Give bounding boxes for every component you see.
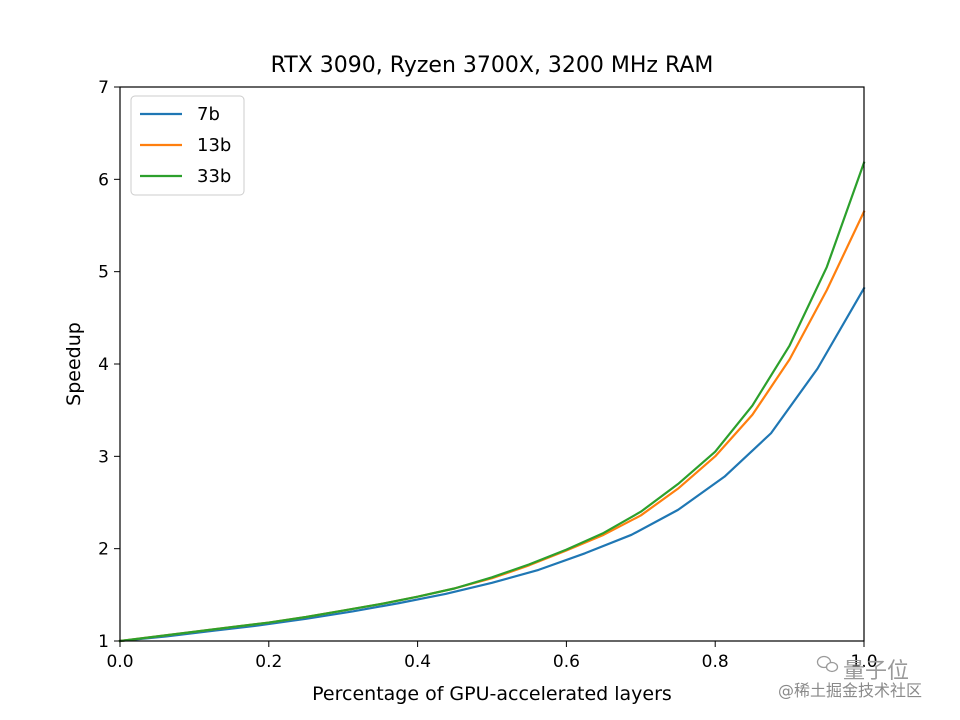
legend: 7b 13b 33b [130,95,245,196]
watermark-community: @稀土掘金技术社区 [778,681,922,700]
x-tick-label: 0.8 [702,652,729,672]
watermark-brand: 量子位 [843,659,909,684]
legend-box [130,95,245,196]
x-tick-label: 0.6 [553,652,580,672]
y-axis-label: Speedup [63,322,85,406]
series-line-7b [118,286,866,643]
y-axis: 1 2 3 4 5 6 7 [98,78,120,652]
x-axis-label: Percentage of GPU-accelerated layers [312,683,672,705]
legend-label-33b: 33b [197,166,231,187]
y-tick-label: 6 [98,170,109,190]
y-tick-label: 3 [98,447,109,467]
legend-label-7b: 7b [197,104,220,125]
x-axis: 0.0 0.2 0.4 0.6 0.8 1.0 [106,641,878,672]
chart-title: RTX 3090, Ryzen 3700X, 3200 MHz RAM [271,53,714,78]
x-tick-label: 0.4 [404,652,431,672]
legend-label-13b: 13b [197,135,231,156]
y-tick-label: 1 [98,632,109,652]
x-tick-label: 0.2 [255,652,282,672]
y-tick-label: 2 [98,540,109,560]
plot-lines [118,161,866,643]
watermark: 量子位 @稀土掘金技术社区 [778,655,922,700]
y-tick-label: 7 [98,78,109,98]
y-tick-label: 5 [98,263,109,283]
y-tick-label: 4 [98,355,109,375]
wechat-icon [816,655,839,673]
series-line-33b [118,161,866,643]
x-tick-label: 1.0 [850,652,877,672]
x-tick-label: 0.0 [106,652,133,672]
